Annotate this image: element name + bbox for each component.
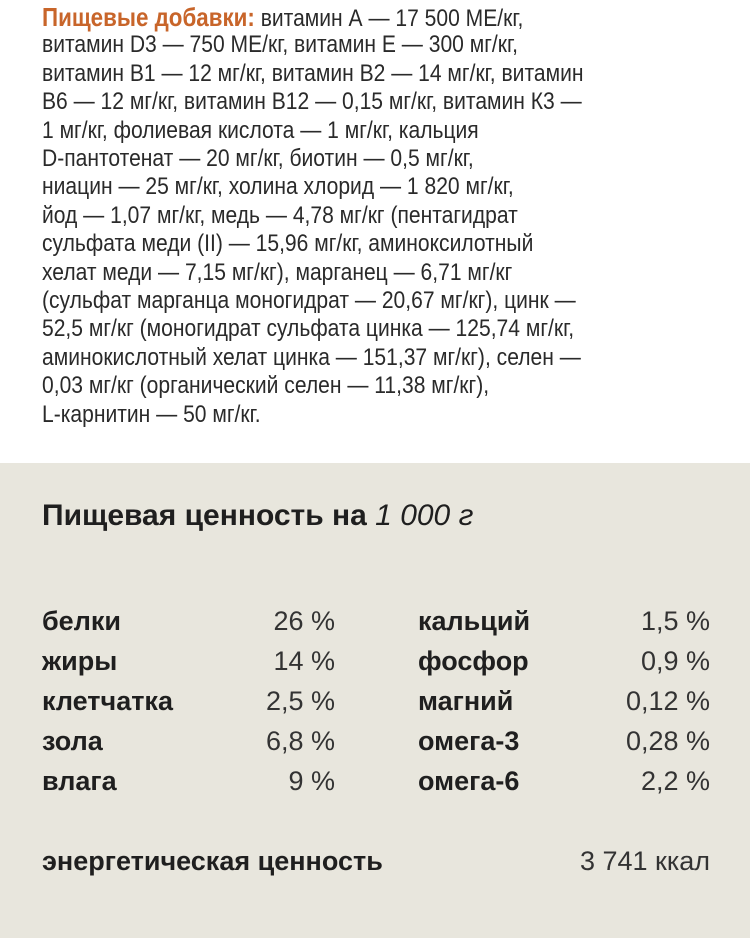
nutrient-row: клетчатка 2,5 % <box>42 683 335 719</box>
additives-text: (сульфат марганца моногидрат — 20,67 мг/… <box>42 287 576 314</box>
nutrient-row: фосфор 0,9 % <box>418 643 710 679</box>
additives-line: йод — 1,07 мг/кг, медь — 4,78 мг/кг (пен… <box>42 202 518 230</box>
nutrient-row: магний 0,12 % <box>418 683 710 719</box>
additives-text: сульфата меди (II) — 15,96 мг/кг, аминок… <box>42 230 534 258</box>
additives-line: сульфата меди (II) — 15,96 мг/кг, аминок… <box>42 230 533 258</box>
nutrient-label: жиры <box>42 646 118 676</box>
nutrient-label: омега-3 <box>418 726 520 756</box>
nutrient-label: фосфор <box>418 646 529 676</box>
nutrient-value: 2,2 % <box>640 766 710 796</box>
nutrient-label: влага <box>42 766 117 796</box>
additives-text: витамин В1 — 12 мг/кг, витамин В2 — 14 м… <box>42 59 584 87</box>
additives-text: 1 мг/кг, фолиевая кислота — 1 мг/кг, кал… <box>42 116 479 144</box>
nutrient-value: 0,28 % <box>625 726 710 756</box>
nutrition-section: Пищевая ценность на 1 000 г белки 26 % жир… <box>0 463 750 938</box>
nutrient-value: 26 % <box>273 606 335 636</box>
additives-text: 0,03 мг/кг (органический селен — 11,38 м… <box>42 372 490 400</box>
additives-text: L-карнитин — 50 мг/кг. <box>42 400 261 428</box>
additives-line: D-пантотенат — 20 мг/кг, биотин — 0,5 мг… <box>42 145 474 173</box>
additives-line: (сульфат марганца моногидрат — 20,67 мг/… <box>42 287 576 315</box>
additives-text: витамин D3 — 750 МЕ/кг, витамин Е — 300 … <box>42 31 518 59</box>
nutrient-row: влага 9 % <box>42 763 335 799</box>
nutrient-value: 14 % <box>273 646 335 676</box>
nutrient-label: кальций <box>418 606 531 636</box>
energy-row: энергетическая ценность 3 741 ккал <box>0 843 750 879</box>
nutrient-row: кальций 1,5 % <box>418 603 710 639</box>
nutrient-label: омега-6 <box>418 766 520 796</box>
nutrient-row: белки 26 % <box>42 603 335 639</box>
nutrient-label: белки <box>42 606 121 636</box>
additives-line: В6 — 12 мг/кг, витамин В12 — 0,15 мг/кг,… <box>42 88 582 116</box>
additives-line: 0,03 мг/кг (органический селен — 11,38 м… <box>42 372 489 400</box>
additives-text: ниацин — 25 мг/кг, холина хлорид — 1 820… <box>42 173 514 201</box>
nutrient-label: зола <box>42 726 103 756</box>
nutrient-row: омега-3 0,28 % <box>418 723 710 759</box>
nutrient-value: 6,8 % <box>265 726 335 756</box>
additives-text: D-пантотенат — 20 мг/кг, биотин — 0,5 мг… <box>42 145 474 172</box>
additives-line: L-карнитин — 50 мг/кг. <box>42 401 261 429</box>
additives-line: 1 мг/кг, фолиевая кислота — 1 мг/кг, кал… <box>42 117 479 145</box>
nutrition-title: Пищевая ценность на 1 000 г <box>42 499 473 533</box>
additives-line: хелат меди — 7,15 мг/кг), марганец — 6,7… <box>42 259 512 287</box>
nutrition-title-text: Пищевая ценность на <box>42 499 376 532</box>
additives-text: аминокислотный хелат цинка — 151,37 мг/к… <box>42 343 581 371</box>
additives-line: витамин D3 — 750 МЕ/кг, витамин Е — 300 … <box>42 31 518 59</box>
additives-text: витамин А — 17 500 МЕ/кг, <box>254 5 524 32</box>
additives-text: В6 — 12 мг/кг, витамин В12 — 0,15 мг/кг,… <box>42 88 582 116</box>
additives-text: 52,5 мг/кг (моногидрат сульфата цинка — … <box>42 315 575 343</box>
additives-text: йод — 1,07 мг/кг, медь — 4,78 мг/кг (пен… <box>42 201 518 229</box>
additives-section: Пищевые добавки: витамин А — 17 500 МЕ/к… <box>0 0 750 463</box>
additives-text: хелат меди — 7,15 мг/кг), марганец — 6,7… <box>42 258 513 286</box>
nutrient-label: магний <box>418 686 514 716</box>
additives-line: 52,5 мг/кг (моногидрат сульфата цинка — … <box>42 315 574 343</box>
additives-line: аминокислотный хелат цинка — 151,37 мг/к… <box>42 344 581 372</box>
additives-line: Пищевые добавки: витамин А — 17 500 МЕ/к… <box>42 3 523 33</box>
energy-label: энергетическая ценность <box>42 846 383 876</box>
nutrient-value: 0,12 % <box>625 686 710 716</box>
nutrient-row: омега-6 2,2 % <box>418 763 710 799</box>
nutrition-title-amount: 1 000 г <box>375 499 474 532</box>
additives-line: витамин В1 — 12 мг/кг, витамин В2 — 14 м… <box>42 60 583 88</box>
nutrient-value: 2,5 % <box>265 686 335 716</box>
nutrient-value: 0,9 % <box>640 646 710 676</box>
additives-line: ниацин — 25 мг/кг, холина хлорид — 1 820… <box>42 173 514 201</box>
energy-value: 3 741 ккал <box>579 846 710 876</box>
additives-label: Пищевые добавки: <box>42 2 255 32</box>
nutrient-value: 9 % <box>288 766 335 796</box>
nutrient-row: жиры 14 % <box>42 643 335 679</box>
nutrient-value: 1,5 % <box>640 606 710 636</box>
nutrient-label: клетчатка <box>42 686 173 716</box>
nutrient-row: зола 6,8 % <box>42 723 335 759</box>
